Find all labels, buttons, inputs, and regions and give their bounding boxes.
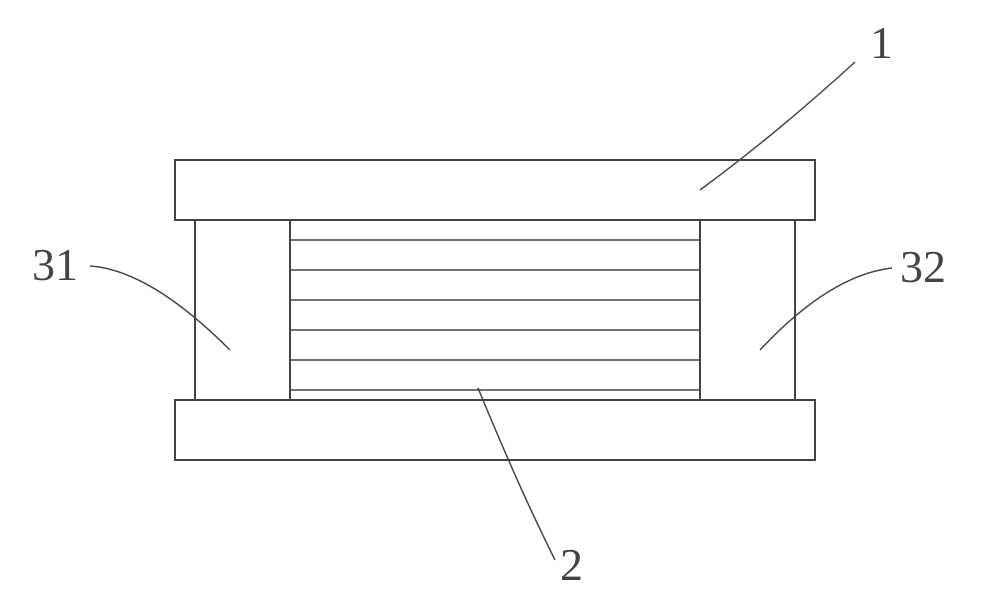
canvas-bg [0,0,1000,608]
left-post [195,220,290,400]
label-32: 32 [900,241,946,292]
right-post [700,220,795,400]
label-31: 31 [32,239,78,290]
label-2: 2 [560,539,583,590]
label-1: 1 [870,17,893,68]
top-plate [175,160,815,220]
